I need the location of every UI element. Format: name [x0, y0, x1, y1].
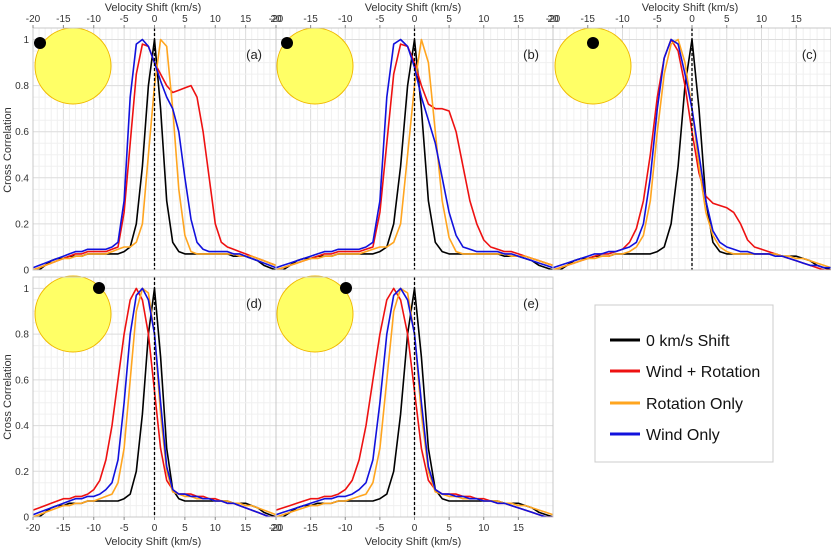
x-tick-label: -20	[269, 14, 284, 25]
panel-label-c: (c)	[802, 47, 817, 62]
y-tick-label: 0.4	[15, 173, 29, 184]
x-tick-label: 0	[412, 523, 418, 534]
panel-c: (c) -20 -15 -10 -5 0 5 10 15	[546, 14, 831, 271]
panel-label-d: (d)	[246, 296, 262, 311]
x-tick-label: -15	[303, 14, 318, 25]
x-tick-label: 10	[756, 14, 768, 25]
panels-layer: (a)00.20.40.60.81-20 -15 -10 -5 0 5 10 15 20(b)-…	[15, 14, 831, 534]
top-axis-title-c: Velocity Shift (km/s)	[642, 2, 739, 14]
star-spot	[340, 282, 352, 294]
y-tick-label: 0.2	[15, 219, 29, 230]
y-tick-label: 0.6	[15, 375, 29, 386]
x-tick-label: 10	[210, 523, 222, 534]
x-tick-label: 5	[446, 523, 452, 534]
x-tick-label: -20	[269, 523, 284, 534]
star-disk	[34, 27, 112, 105]
panel-b: (b) -20 -15 -10 -5 0 5 10 15 20	[269, 14, 559, 271]
x-tick-label: 15	[791, 14, 803, 25]
x-tick-label: -15	[56, 14, 71, 25]
x-tick-label: 10	[478, 523, 490, 534]
x-tick-label: -15	[303, 523, 318, 534]
y-tick-label: 0.6	[15, 127, 29, 138]
y-tick-label: 1	[23, 284, 29, 295]
y-tick-label: 0.4	[15, 421, 29, 432]
x-tick-label: 15	[513, 523, 525, 534]
x-tick-label: -10	[338, 523, 353, 534]
x-tick-label: -20	[26, 523, 41, 534]
x-tick-label: 20	[270, 14, 282, 25]
legend: 0 km/s Shift Wind + Rotation Rotation On…	[594, 304, 774, 463]
y-tick-label: 0	[23, 266, 29, 277]
top-axis-title-a: Velocity Shift (km/s)	[105, 2, 202, 14]
series-line-wind-only	[276, 38, 553, 269]
x-tick-label: 10	[478, 14, 490, 25]
x-tick-label: -10	[87, 523, 102, 534]
series-line-wind-rotation	[276, 43, 553, 270]
x-tick-label: 20	[547, 14, 559, 25]
panel-label-b: (b)	[523, 47, 539, 62]
panel-e: (e) -20 -15 -10 -5 0 5 10 15	[269, 275, 554, 534]
x-tick-label: 0	[152, 523, 158, 534]
bottom-axis-title-d: Velocity Shift (km/s)	[105, 536, 202, 548]
x-tick-label: 0	[412, 14, 418, 25]
y-axis-title-bottom: Cross Correlation	[2, 354, 14, 440]
x-tick-label: 5	[182, 14, 188, 25]
star-spot	[281, 37, 293, 49]
x-tick-label: -10	[615, 14, 630, 25]
x-tick-label: 20	[270, 523, 282, 534]
legend-box	[594, 304, 774, 463]
x-tick-label: -10	[338, 14, 353, 25]
x-tick-label: 5	[182, 523, 188, 534]
x-tick-label: -5	[120, 14, 129, 25]
x-tick-label: 15	[240, 14, 252, 25]
x-tick-label: 5	[724, 14, 730, 25]
star-spot	[93, 282, 105, 294]
x-tick-label: 5	[446, 14, 452, 25]
x-tick-label: 15	[240, 523, 252, 534]
x-tick-label: -15	[581, 14, 596, 25]
x-tick-label: -5	[653, 14, 662, 25]
x-tick-label: -15	[56, 523, 71, 534]
y-tick-label: 0.8	[15, 81, 29, 92]
x-tick-label: -10	[87, 14, 102, 25]
x-tick-label: -20	[546, 14, 561, 25]
y-tick-label: 0.2	[15, 467, 29, 478]
top-axis-title-b: Velocity Shift (km/s)	[365, 2, 462, 14]
series-line-wind-only	[33, 38, 276, 269]
x-tick-label: -20	[26, 14, 41, 25]
x-tick-label: 15	[513, 14, 525, 25]
panel-d: (d) 0 0.2 0.4 0.6 0.8 1 -20 -15 -10 -5 0 5 10 15 20	[15, 275, 282, 534]
star-spot	[587, 37, 599, 49]
x-tick-label: -5	[375, 523, 384, 534]
y-tick-label: 1	[23, 35, 29, 46]
y-axis-title-top: Cross Correlation	[2, 107, 14, 193]
x-tick-label: -5	[120, 523, 129, 534]
legend-label-wind-rotation: Wind + Rotation	[646, 364, 760, 381]
y-tick-label: 0.8	[15, 330, 29, 341]
panel-label-e: (e)	[523, 296, 539, 311]
star-disk	[276, 275, 354, 353]
star-spot	[34, 37, 46, 49]
legend-label-rotation-only: Rotation Only	[646, 396, 743, 413]
x-tick-label: -5	[375, 14, 384, 25]
x-tick-label: 0	[689, 14, 695, 25]
legend-label-wind-only: Wind Only	[646, 427, 720, 444]
x-tick-label: 0	[152, 14, 158, 25]
legend-label-zero-shift: 0 km/s Shift	[646, 333, 730, 350]
star-disk	[34, 275, 112, 353]
x-tick-label: 10	[210, 14, 222, 25]
panel-label-a: (a)	[246, 47, 262, 62]
bottom-axis-title-e: Velocity Shift (km/s)	[365, 536, 462, 548]
panel-a: (a) 0 0.2 0.4 0.6 0.8 1 -20 -15 -10 -5 0 5 10 15 20	[15, 14, 282, 277]
y-tick-label: 0	[23, 513, 29, 524]
